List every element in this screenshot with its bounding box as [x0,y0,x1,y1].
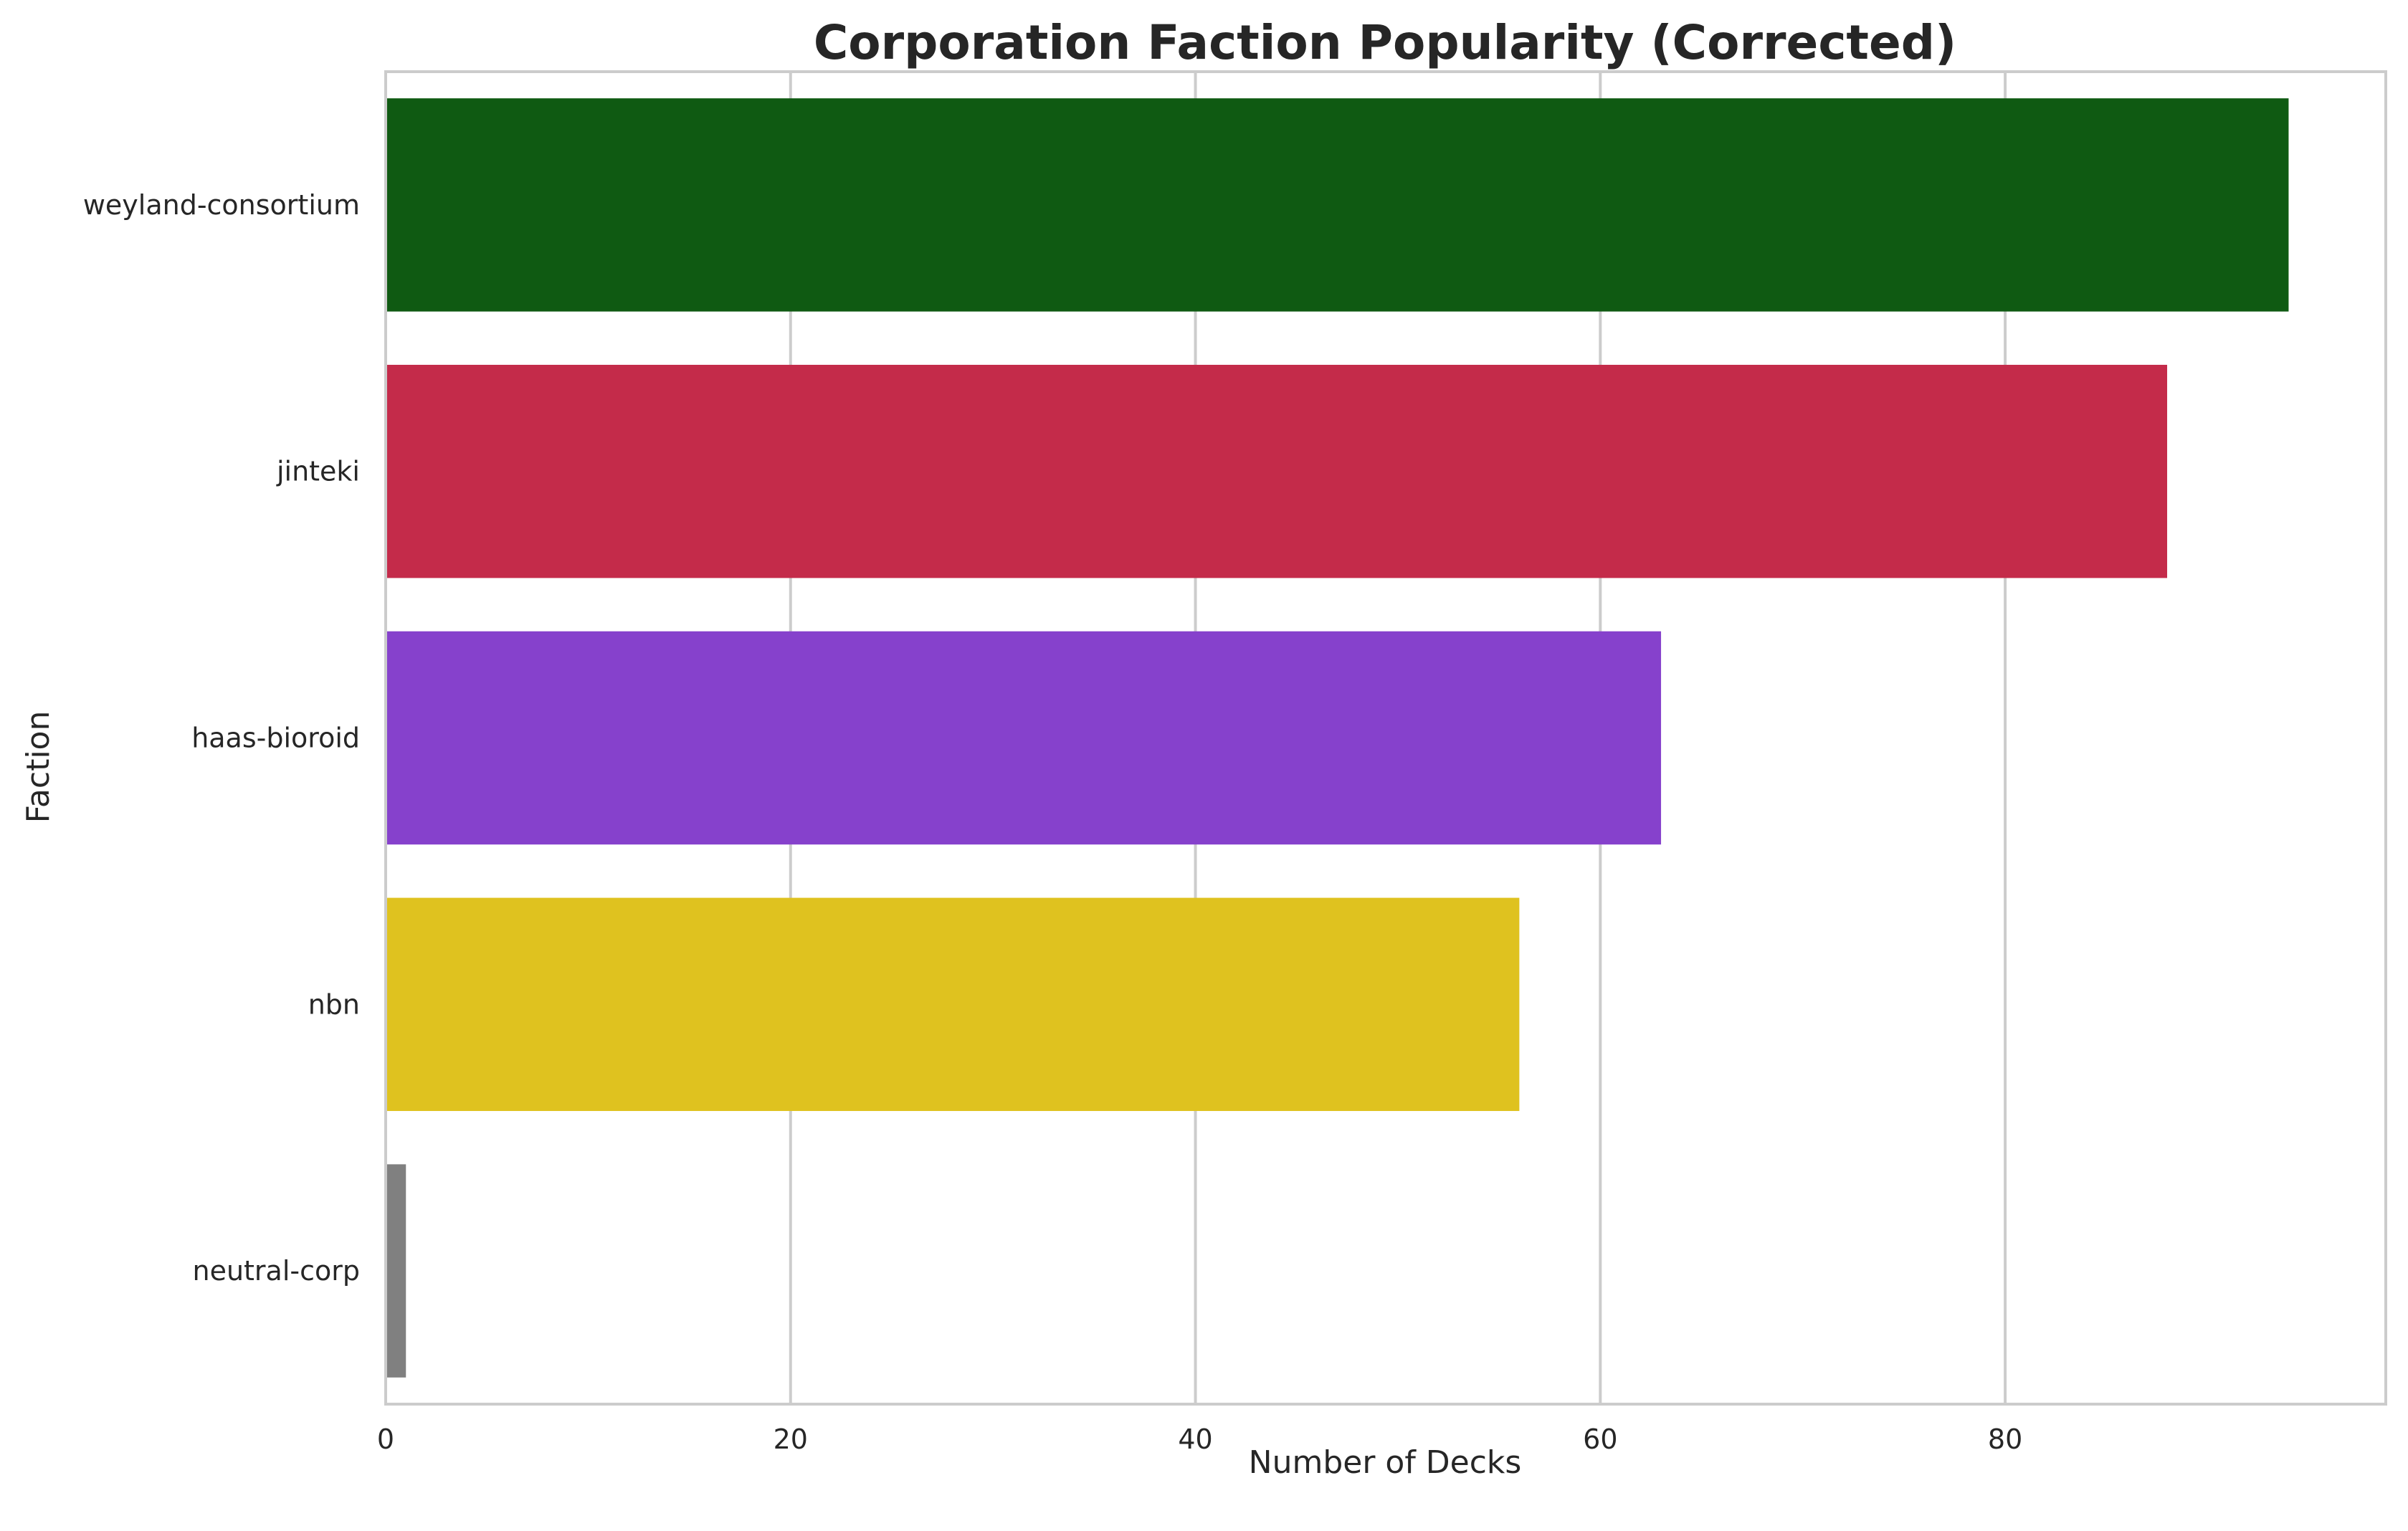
y-tick-label-nbn: nbn [308,988,360,1020]
x-axis-label: Number of Decks [1249,1444,1522,1481]
x-tick-label: 60 [1583,1423,1617,1455]
bar-jinteki [386,364,2168,578]
bar-nbn [386,897,1520,1112]
x-tick-label: 20 [774,1423,808,1455]
x-tick-label: 0 [377,1423,394,1455]
bar-haas-bioroid [386,631,1662,845]
tick-layer: 0 20 40 60 80 weyland-consortium jinteki haas-b… [83,189,2022,1455]
bar-weyland-consortium [386,98,2289,312]
chart-title: Corporation Faction Popularity (Correcte… [814,15,1956,70]
y-tick-label-jinteki: jinteki [276,456,360,487]
y-tick-label-haas-bioroid: haas-bioroid [191,722,360,754]
y-axis-label: Faction [20,711,57,824]
x-tick-label: 80 [1988,1423,2022,1455]
y-tick-label-neutral-corp: neutral-corp [192,1255,360,1287]
plot-frame [384,70,2387,1406]
bar-neutral-corp [386,1164,406,1378]
bar-layer [386,98,2289,1378]
x-tick-label: 40 [1178,1423,1212,1455]
y-tick-label-weyland-consortium: weyland-consortium [83,189,360,221]
